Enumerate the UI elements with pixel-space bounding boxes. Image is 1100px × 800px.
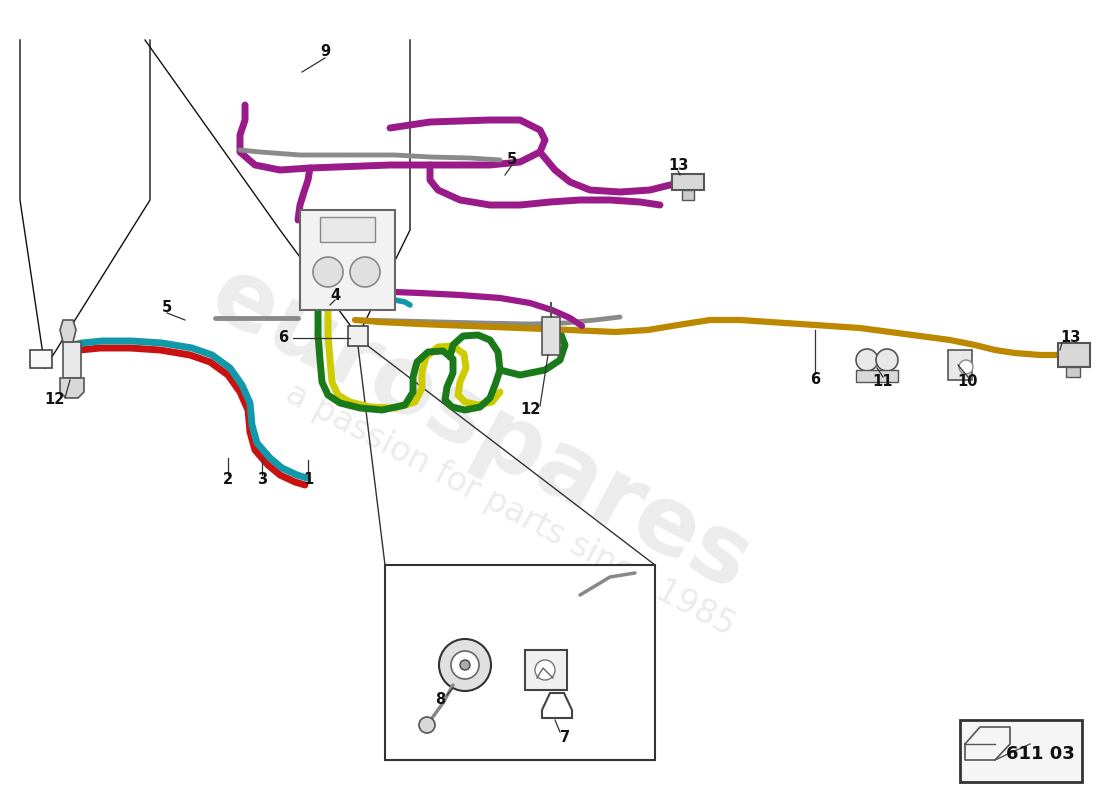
- Text: 611 03: 611 03: [1005, 745, 1075, 763]
- Bar: [542, 317, 560, 355]
- Text: 11: 11: [872, 374, 893, 390]
- Circle shape: [439, 639, 491, 691]
- Circle shape: [460, 660, 470, 670]
- Circle shape: [535, 660, 556, 680]
- Text: a passion for parts since 1985: a passion for parts since 1985: [279, 377, 740, 643]
- Text: 13: 13: [668, 158, 689, 173]
- Text: 1: 1: [302, 473, 313, 487]
- Text: 5: 5: [507, 153, 517, 167]
- Text: 12: 12: [45, 393, 65, 407]
- Text: 3: 3: [257, 473, 267, 487]
- Circle shape: [314, 257, 343, 287]
- Circle shape: [350, 257, 380, 287]
- Text: 12: 12: [520, 402, 540, 418]
- Text: eurospares: eurospares: [195, 249, 766, 611]
- Circle shape: [959, 360, 974, 374]
- Circle shape: [451, 651, 478, 679]
- Text: 7: 7: [560, 730, 570, 746]
- Polygon shape: [60, 320, 76, 342]
- Text: 6: 6: [810, 373, 821, 387]
- Text: 9: 9: [320, 45, 330, 59]
- Bar: [300, 210, 395, 310]
- Bar: [1066, 367, 1080, 377]
- Text: 4: 4: [330, 287, 340, 302]
- Text: 6: 6: [278, 330, 288, 346]
- Text: 13: 13: [1059, 330, 1080, 346]
- Bar: [960, 720, 1082, 782]
- Bar: [348, 326, 369, 346]
- Circle shape: [419, 717, 435, 733]
- Bar: [63, 342, 81, 378]
- Text: 8: 8: [434, 693, 446, 707]
- Circle shape: [856, 349, 878, 371]
- Text: 10: 10: [958, 374, 978, 390]
- Text: 2: 2: [223, 473, 233, 487]
- Bar: [672, 174, 704, 190]
- Polygon shape: [60, 378, 84, 398]
- Bar: [1058, 343, 1090, 367]
- Bar: [682, 190, 694, 200]
- Circle shape: [876, 349, 898, 371]
- Bar: [385, 565, 654, 760]
- Bar: [525, 650, 566, 690]
- Text: 5: 5: [162, 301, 172, 315]
- Bar: [856, 370, 898, 382]
- Bar: [320, 217, 375, 242]
- Bar: [948, 350, 972, 380]
- Bar: [30, 350, 52, 368]
